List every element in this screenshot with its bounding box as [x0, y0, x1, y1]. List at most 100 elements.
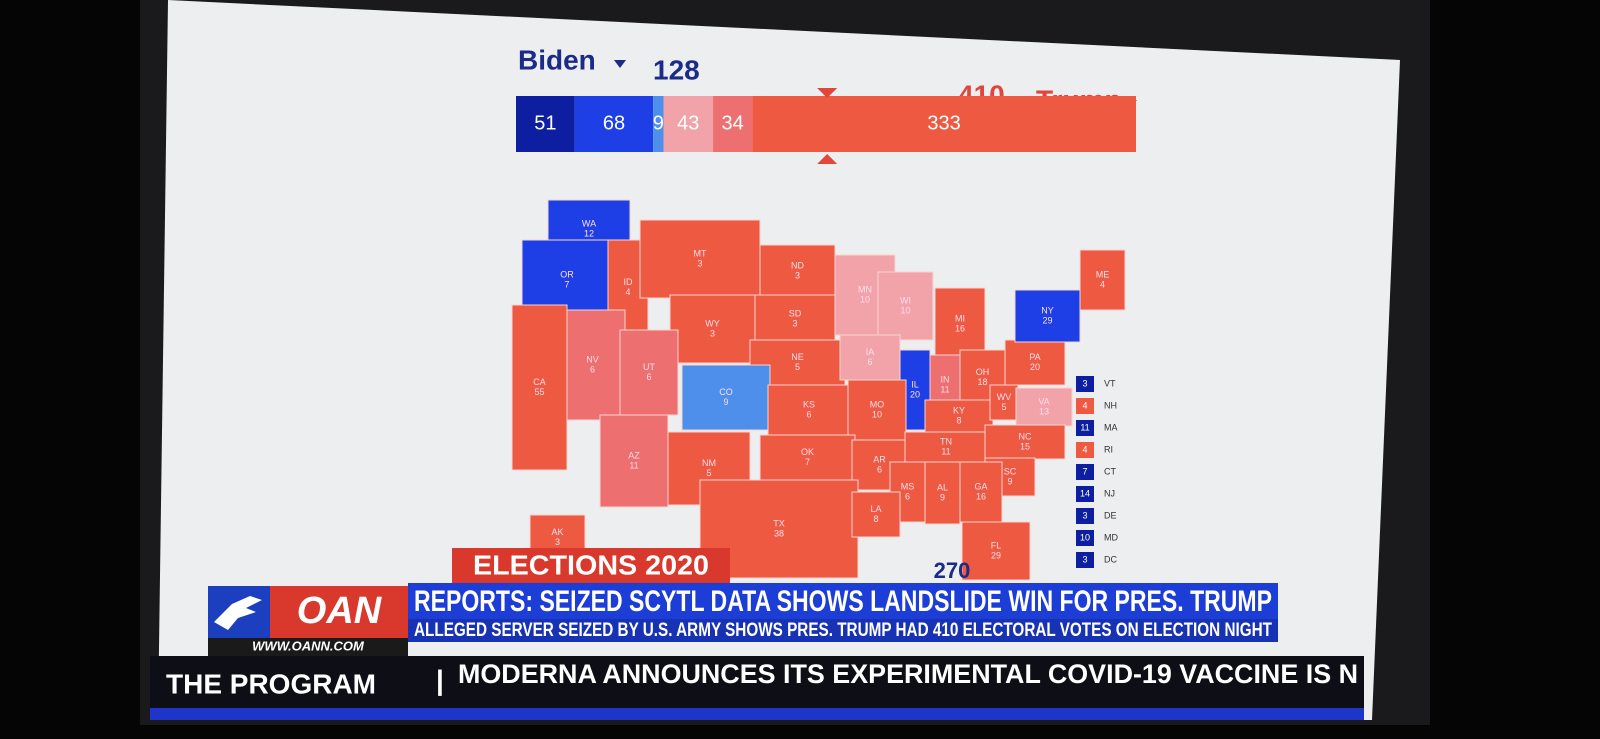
- state: [877, 271, 934, 341]
- legend-swatch: [1076, 420, 1094, 436]
- biden-total: 128: [653, 54, 700, 85]
- electoral-bar: 51 68 9 43 34 333: [516, 88, 1136, 164]
- state-label: WV: [997, 392, 1012, 402]
- state-label: MS: [901, 481, 915, 491]
- state-ev: 5: [706, 468, 711, 478]
- state-label: OR: [560, 269, 574, 279]
- state-label: ME: [1096, 269, 1110, 279]
- state: [961, 521, 1031, 581]
- legend-label: CT: [1104, 466, 1116, 476]
- state-label: MT: [694, 248, 707, 258]
- state: [984, 424, 1066, 460]
- state-label: LA: [870, 504, 881, 514]
- state-ev: 16: [976, 491, 986, 501]
- legend-swatch: [1076, 552, 1094, 568]
- state-ev: 7: [805, 457, 810, 467]
- url-box: [208, 638, 408, 656]
- segment-label: 34: [722, 112, 744, 134]
- state: [511, 304, 568, 471]
- state-label: TN: [940, 436, 952, 446]
- state-ev: 6: [877, 464, 882, 474]
- state-ev: 4: [625, 287, 630, 297]
- bar-segment: [653, 96, 664, 152]
- bar-segment: [663, 96, 714, 152]
- eagle-icon: [214, 596, 262, 630]
- logo: OAN: [297, 590, 383, 632]
- state-label: OK: [801, 447, 814, 457]
- legend-label: MD: [1104, 532, 1118, 542]
- state-ev: 3: [710, 328, 715, 338]
- ticker-band: [150, 656, 1364, 708]
- state-ev: 10: [860, 294, 870, 304]
- dropdown-arrow: [614, 60, 626, 68]
- state-label: TX: [773, 518, 785, 528]
- state-ev: 13: [1039, 406, 1049, 416]
- bar-segment: [752, 96, 1136, 152]
- state-label: NY: [1041, 305, 1054, 315]
- state: [847, 379, 907, 441]
- ticker-text: MODERNA ANNOUNCES ITS EXPERIMENTAL COVID…: [458, 659, 1358, 689]
- state: [924, 461, 961, 525]
- state-ev: 29: [1042, 315, 1052, 325]
- state-label: AR: [873, 454, 886, 464]
- state: [767, 384, 851, 436]
- state: [1014, 289, 1081, 343]
- state-ev: 9: [1007, 476, 1012, 486]
- state-label: NC: [1019, 431, 1032, 441]
- legend-label: NH: [1104, 400, 1117, 410]
- state-ev: 7: [564, 279, 569, 289]
- state-label: IN: [941, 374, 950, 384]
- state-label: MO: [870, 399, 885, 409]
- ticker-separator: |: [436, 664, 444, 695]
- state-label: SD: [789, 308, 802, 318]
- headline-band: [408, 583, 1278, 619]
- state-ev: 6: [590, 364, 595, 374]
- state-ev: 3: [792, 318, 797, 328]
- state-label: WY: [705, 318, 720, 328]
- state-label: IL: [911, 379, 919, 389]
- state-label: MN: [858, 284, 872, 294]
- state-ev: 11: [629, 460, 638, 470]
- state: [669, 294, 756, 364]
- state-ev: 6: [806, 409, 811, 419]
- legend-ev: 3: [1082, 554, 1087, 564]
- legend-swatch: [1076, 464, 1094, 480]
- state-ev: 3: [697, 258, 702, 268]
- state: [1004, 339, 1066, 386]
- segment-label: 333: [927, 112, 960, 134]
- ticker-label: THE PROGRAM: [166, 668, 376, 699]
- legend-swatch: [1076, 376, 1094, 392]
- segment-label: 68: [603, 112, 625, 134]
- state-ev: 3: [555, 537, 560, 547]
- state-label: PA: [1029, 352, 1040, 362]
- legend-label: MA: [1104, 422, 1118, 432]
- state-ev: 6: [905, 491, 910, 501]
- subhead: ALLEGED SERVER SEIZED BY U.S. ARMY SHOWS…: [414, 620, 1272, 641]
- state-ev: 10: [872, 409, 882, 419]
- state-ev: 11: [940, 384, 949, 394]
- section-box: [452, 548, 730, 584]
- state-label: MI: [955, 313, 965, 323]
- subhead-band: [408, 619, 1278, 642]
- legend-ev: 7: [1082, 466, 1087, 476]
- headline: REPORTS: SEIZED SCYTL DATA SHOWS LANDSLI…: [414, 585, 1272, 618]
- bar-segment: [713, 96, 753, 152]
- legend-ev: 4: [1082, 400, 1087, 410]
- legend-swatch: [1076, 398, 1094, 414]
- state-ev: 11: [941, 446, 950, 456]
- segment-label: 51: [534, 112, 556, 134]
- state-ev: 8: [873, 514, 878, 524]
- state: [1079, 249, 1126, 311]
- legend-ev: 10: [1080, 532, 1090, 542]
- bar-segment: [516, 96, 575, 152]
- state-ev: 6: [867, 357, 872, 367]
- state-ev: 38: [774, 528, 784, 538]
- legend-swatch: [1076, 508, 1094, 524]
- state-ev: 18: [977, 377, 987, 387]
- segment-label: 9: [653, 112, 664, 134]
- state-ev: 3: [795, 270, 800, 280]
- state-ev: 9: [723, 397, 728, 407]
- legend-label: VT: [1104, 378, 1116, 388]
- state: [904, 431, 988, 463]
- threshold-marker: [817, 154, 838, 164]
